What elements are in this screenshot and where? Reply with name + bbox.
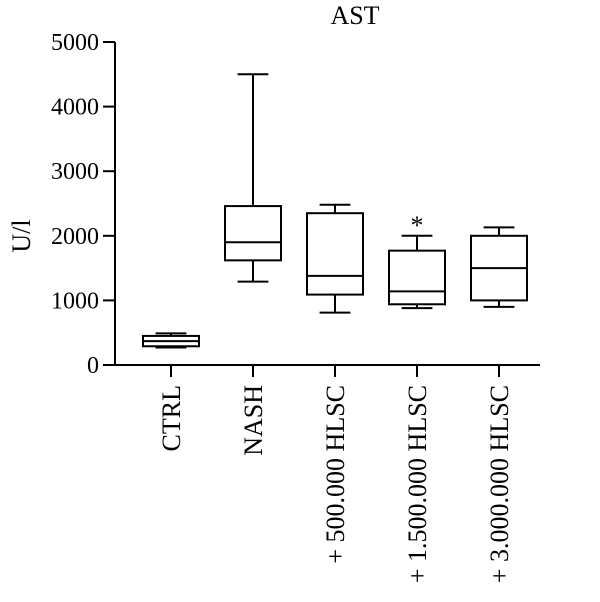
- iqr-box: [306, 212, 364, 296]
- x-category-label: + 500.000 HLSC: [321, 385, 350, 564]
- box-4: [470, 226, 528, 308]
- box-2: [306, 203, 364, 314]
- y-tick-label: 0: [87, 353, 99, 379]
- y-axis-ticks: 0 1000 2000 3000 4000 5000: [51, 30, 115, 379]
- boxes: *: [142, 73, 528, 349]
- significance-marker: *: [411, 211, 424, 240]
- box-1: [224, 73, 282, 283]
- chart-title: AST: [330, 1, 379, 30]
- iqr-box: [224, 205, 282, 262]
- x-category-label: + 3.000.000 HLSC: [485, 385, 514, 583]
- x-category-label: NASH: [239, 385, 268, 456]
- axes: [114, 42, 540, 377]
- iqr-box: [388, 249, 446, 306]
- y-tick-label: 2000: [51, 224, 99, 250]
- y-tick-label: 1000: [51, 288, 99, 314]
- x-category-label: CTRL: [157, 385, 186, 451]
- box-3: *: [388, 211, 446, 310]
- x-axis-labels: CTRL NASH + 500.000 HLSC + 1.500.000 HLSC + …: [157, 385, 514, 583]
- x-category-label: + 1.500.000 HLSC: [403, 385, 432, 583]
- y-axis-label: U/l: [7, 219, 36, 252]
- box-0: [142, 332, 200, 349]
- y-tick-label: 3000: [51, 159, 99, 185]
- y-tick-label: 4000: [51, 95, 99, 121]
- y-tick-label: 5000: [51, 30, 99, 56]
